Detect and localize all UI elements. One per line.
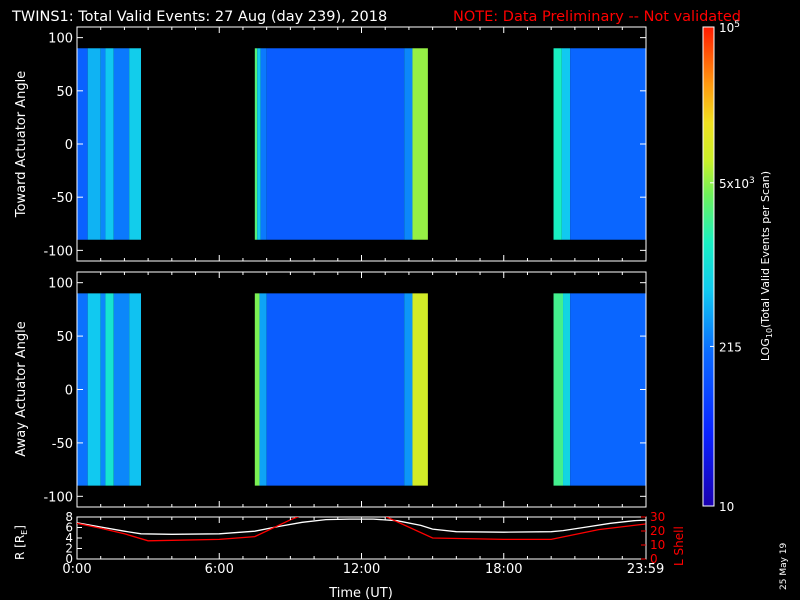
y-tick-label: -50 xyxy=(52,437,73,452)
away-heatmap-cells xyxy=(77,293,646,486)
y-tick-label: -100 xyxy=(43,490,73,505)
colorbar-gradient xyxy=(702,26,715,507)
colorbar-tick-label: 5x103 xyxy=(719,176,755,191)
radius-tick-label: 6 xyxy=(65,521,73,535)
heatmap-cell xyxy=(259,293,267,486)
y-tick-label: 100 xyxy=(48,277,73,292)
heatmap-cell xyxy=(254,48,258,240)
away-y-axis-label: Away Actuator Angle xyxy=(14,321,29,456)
time-x-axis-label: Time (UT) xyxy=(328,586,393,600)
toward-y-axis-label: Toward Actuator Angle xyxy=(14,71,29,218)
heatmap-cell xyxy=(553,293,564,486)
lshell-y-axis-label: L Shell xyxy=(672,526,686,566)
toward-y-ticks: 100 50 0 -50 -100 xyxy=(43,32,646,259)
lshell-tick-label: 0 xyxy=(650,552,658,566)
heatmap-cell xyxy=(266,48,405,240)
heatmap-cell xyxy=(254,293,260,486)
time-tick-label: 6:00 xyxy=(205,562,234,577)
heatmap-cell xyxy=(113,293,130,486)
y-tick-label: 100 xyxy=(48,32,73,47)
heatmap-cell xyxy=(87,48,101,240)
colorbar-tick-label: 10 xyxy=(719,500,734,514)
radius-line xyxy=(77,518,646,535)
away-actuator-panel: 100 50 0 -50 -100 Away Actuator Angle xyxy=(14,271,647,508)
heatmap-cell xyxy=(561,48,571,240)
colorbar-label: LOG10(Total Valid Events per Scan) xyxy=(759,171,774,361)
heatmap-cell xyxy=(105,48,114,240)
lshell-tick-label: 20 xyxy=(650,524,665,538)
colorbar-ticks: 105 5x103 215 10 xyxy=(710,20,755,514)
radius-tick-label: 4 xyxy=(65,531,73,545)
heatmap-cell xyxy=(412,48,428,240)
lshell-line xyxy=(77,517,646,542)
heatmap-cell xyxy=(105,293,114,486)
time-tick-label: 18:00 xyxy=(485,562,522,577)
y-tick-label: 0 xyxy=(65,138,73,153)
heatmap-cell xyxy=(129,293,142,486)
toward-actuator-panel: 100 50 0 -50 -100 Toward Actuator Angle xyxy=(14,26,647,262)
toward-x-ticks xyxy=(76,27,647,261)
heatmap-cell xyxy=(100,48,106,240)
away-y-ticks: 100 50 0 -50 -100 xyxy=(43,277,646,505)
heatmap-cell xyxy=(260,48,267,240)
lshell-tick-label: 30 xyxy=(650,510,665,524)
heatmap-cell xyxy=(404,293,413,486)
radius-tick-label: 0 xyxy=(65,552,73,566)
heatmap-cell xyxy=(553,48,562,240)
heatmap-cell xyxy=(113,48,130,240)
time-tick-label: 0:00 xyxy=(62,562,91,577)
heatmap-cell xyxy=(257,48,261,240)
y-tick-label: 50 xyxy=(56,330,73,345)
orbit-lines xyxy=(77,517,646,542)
y-tick-label: 50 xyxy=(56,85,73,100)
colorbar: 105 5x103 215 10 LOG10(Total Valid Events p… xyxy=(702,20,774,514)
radius-y-axis-label: R [RE] xyxy=(13,525,29,560)
heatmap-cell xyxy=(563,293,571,486)
heatmap-cell xyxy=(266,293,405,486)
heatmap-cell xyxy=(100,293,106,486)
heatmap-cell xyxy=(404,48,413,240)
y-tick-label: -50 xyxy=(52,191,73,206)
away-x-ticks xyxy=(76,272,647,507)
lshell-tick-label: 10 xyxy=(650,538,665,552)
preliminary-note: NOTE: Data Preliminary -- Not validated xyxy=(453,9,741,25)
heatmap-cell xyxy=(570,293,646,486)
y-tick-label: -100 xyxy=(43,244,73,259)
time-tick-label: 12:00 xyxy=(343,562,380,577)
time-x-ticks: 0:00 6:00 12:00 18:00 23:59 xyxy=(62,517,664,577)
colorbar-tick-label: 105 xyxy=(719,20,740,35)
heatmap-cell xyxy=(412,293,428,486)
y-tick-label: 0 xyxy=(65,384,73,399)
figure-title: TWINS1: Total Valid Events: 27 Aug (day … xyxy=(11,9,387,25)
time-tick-label: 23:59 xyxy=(627,562,664,577)
colorbar-tick-label: 215 xyxy=(719,340,742,354)
heatmap-cell xyxy=(129,48,142,240)
toward-heatmap-cells xyxy=(77,48,646,240)
heatmap-cell xyxy=(570,48,646,240)
date-stamp: 25 May 19 xyxy=(779,542,789,590)
heatmap-cell xyxy=(87,293,101,486)
radius-tick-label: 2 xyxy=(65,542,73,556)
radius-tick-label: 8 xyxy=(65,510,73,524)
